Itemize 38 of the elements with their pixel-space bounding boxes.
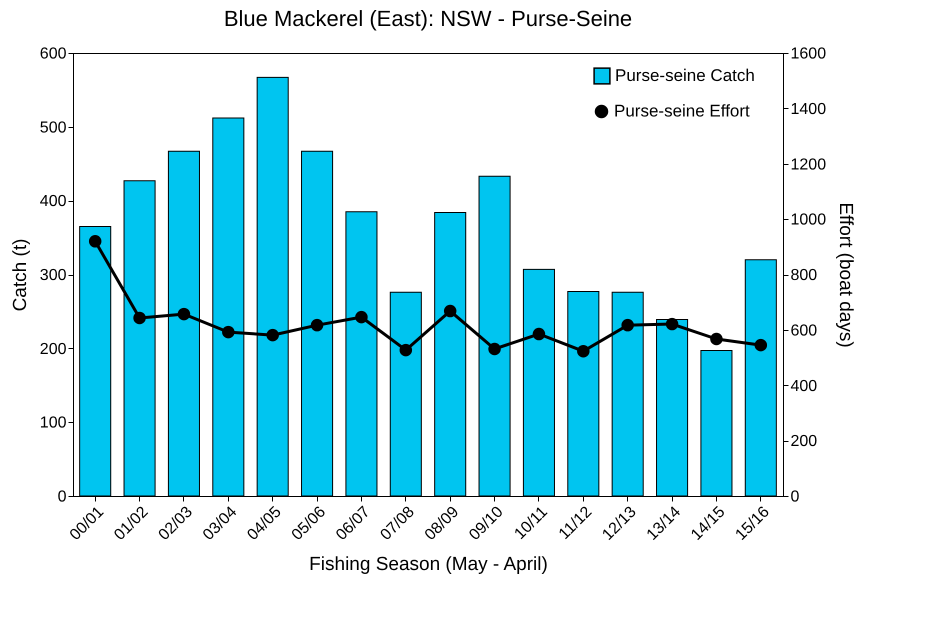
y-tick-label: 600	[40, 46, 67, 62]
point	[666, 318, 678, 330]
y2-tick-label: 200	[790, 433, 818, 450]
point	[577, 344, 590, 358]
point	[532, 328, 546, 340]
y-axis-title: Catch (t)	[10, 238, 31, 312]
y2-tick-label: 0	[790, 488, 800, 506]
y2-tick-label: 1600	[790, 46, 826, 62]
point	[754, 338, 768, 352]
y-tick-label: 500	[40, 119, 67, 136]
point	[133, 312, 146, 324]
point	[710, 332, 723, 346]
y-tick-label: 100	[40, 414, 67, 432]
y2-tick-label: 800	[790, 267, 818, 284]
y-tick-label: 0	[58, 488, 67, 506]
point	[400, 344, 412, 356]
x-axis-title: Fishing Season (May - April)	[309, 554, 548, 576]
y2-tick-label: 1000	[790, 212, 826, 229]
legend-label: Purse-seine Catch	[615, 66, 755, 85]
point	[266, 328, 279, 342]
point	[488, 342, 501, 356]
y2-tick-label: 1200	[790, 156, 826, 174]
y-tick-label: 200	[40, 340, 67, 358]
y-tick-label: 400	[40, 193, 67, 210]
chart-title: Blue Mackerel (East): NSW - Purse-Seine	[224, 6, 632, 31]
legend-label: Purse-seine Effort	[614, 102, 750, 120]
y2-tick-label: 600	[790, 322, 818, 340]
y-tick-label: 300	[40, 267, 67, 284]
y2-tick-label: 400	[790, 378, 818, 395]
point	[444, 304, 456, 318]
y2-axis-title: Effort (boat days)	[835, 202, 856, 348]
point	[222, 326, 235, 338]
point	[621, 318, 634, 332]
point	[355, 310, 368, 324]
point	[178, 308, 190, 320]
point	[88, 235, 102, 248]
point	[310, 318, 324, 332]
y2-tick-label: 1400	[790, 100, 826, 118]
